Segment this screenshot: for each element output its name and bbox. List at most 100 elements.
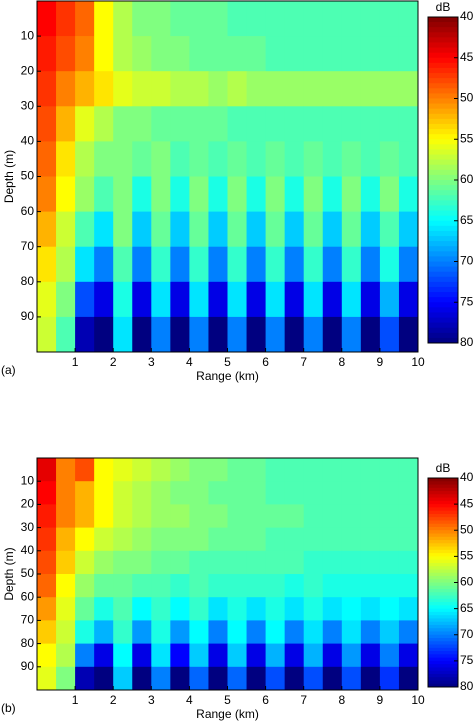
cell: [227, 106, 248, 142]
cell: [284, 527, 305, 552]
colorbar-swatch: [428, 559, 458, 564]
cell: [75, 597, 95, 621]
cell: [132, 527, 152, 552]
x-tick-label: 2: [110, 693, 117, 707]
cell: [303, 141, 324, 177]
colorbar-tick-label: 75: [460, 294, 474, 308]
cell: [398, 211, 418, 248]
cell: [341, 176, 362, 213]
colorbar-swatch: [428, 271, 458, 278]
colorbar-swatch: [428, 546, 458, 551]
x-tick-label: 10: [411, 355, 425, 369]
cell: [303, 481, 324, 505]
cell: [151, 281, 171, 318]
cell: [303, 643, 324, 668]
x-tick-label: 4: [186, 355, 193, 369]
cell: [379, 527, 400, 552]
cell: [56, 481, 76, 505]
y-axis-label: Depth (m): [2, 150, 16, 203]
cell: [113, 1, 133, 37]
cell: [56, 620, 76, 645]
cell: [189, 141, 209, 177]
cell: [265, 620, 286, 645]
cell: [284, 574, 305, 598]
colorbar-swatch: [428, 595, 458, 600]
cell: [265, 106, 286, 142]
colorbar-tick-label: 45: [460, 50, 474, 64]
cell: [75, 176, 95, 213]
cell: [208, 246, 228, 283]
cell: [37, 481, 57, 505]
cell: [284, 481, 305, 505]
cell: [113, 71, 133, 107]
cell: [246, 246, 267, 283]
cell: [132, 176, 152, 213]
cell: [75, 550, 95, 575]
cell: [246, 620, 267, 645]
colorbar-swatch: [428, 78, 458, 84]
cell: [132, 643, 152, 668]
colorbar-tick-label: 80: [460, 335, 474, 349]
colorbar-swatch: [428, 225, 458, 232]
cell: [265, 458, 286, 482]
cell: [151, 666, 171, 690]
colorbar-tick-label: 60: [460, 172, 474, 186]
cell: [37, 458, 57, 482]
cell: [151, 106, 171, 142]
cell: [151, 246, 171, 283]
cell: [398, 1, 418, 37]
cell: [75, 281, 95, 318]
x-tick-label: 1: [72, 355, 79, 369]
cell: [398, 36, 418, 72]
cell: [265, 211, 286, 248]
colorbar-swatch: [428, 180, 458, 186]
cell: [322, 1, 343, 37]
colorbar-swatch: [428, 487, 458, 492]
cell: [284, 246, 305, 283]
cell: [227, 527, 248, 552]
cell: [284, 458, 305, 482]
cell: [113, 176, 133, 213]
cell: [341, 504, 362, 529]
colorbar-swatch: [428, 582, 458, 587]
cell: [322, 574, 343, 598]
cell: [379, 281, 400, 318]
cell: [132, 281, 152, 318]
colorbar-swatch: [428, 134, 458, 140]
cell: [227, 316, 248, 352]
cell: [284, 71, 305, 107]
colorbar-swatch: [428, 507, 458, 512]
x-tick-label: 9: [377, 693, 384, 707]
cell: [246, 1, 267, 37]
cell: [303, 504, 324, 529]
cell: [360, 71, 381, 107]
cell: [94, 246, 114, 283]
cell: [113, 141, 133, 177]
colorbar-swatch: [428, 286, 458, 293]
cell: [94, 504, 114, 529]
cell: [341, 106, 362, 142]
cell: [94, 1, 114, 37]
cell: [189, 666, 209, 690]
colorbar-swatch: [428, 478, 458, 482]
cell: [37, 246, 57, 283]
cell: [37, 141, 57, 177]
cell: [322, 620, 343, 645]
cell: [151, 574, 171, 598]
colorbar-swatch: [428, 504, 458, 508]
cell: [208, 316, 228, 352]
cell: [246, 71, 267, 107]
cell: [151, 550, 171, 575]
cell: [170, 246, 190, 283]
colorbar-swatch: [428, 337, 458, 344]
x-tick-label: 10: [411, 693, 425, 707]
cell: [56, 316, 76, 352]
colorbar-swatch: [428, 169, 458, 176]
colorbar-swatch: [428, 149, 458, 156]
cell: [37, 504, 57, 529]
panel-label: (b): [1, 701, 16, 715]
cell: [265, 246, 286, 283]
colorbar-swatch: [428, 657, 458, 662]
colorbar-swatch: [428, 572, 458, 577]
cell: [284, 36, 305, 72]
